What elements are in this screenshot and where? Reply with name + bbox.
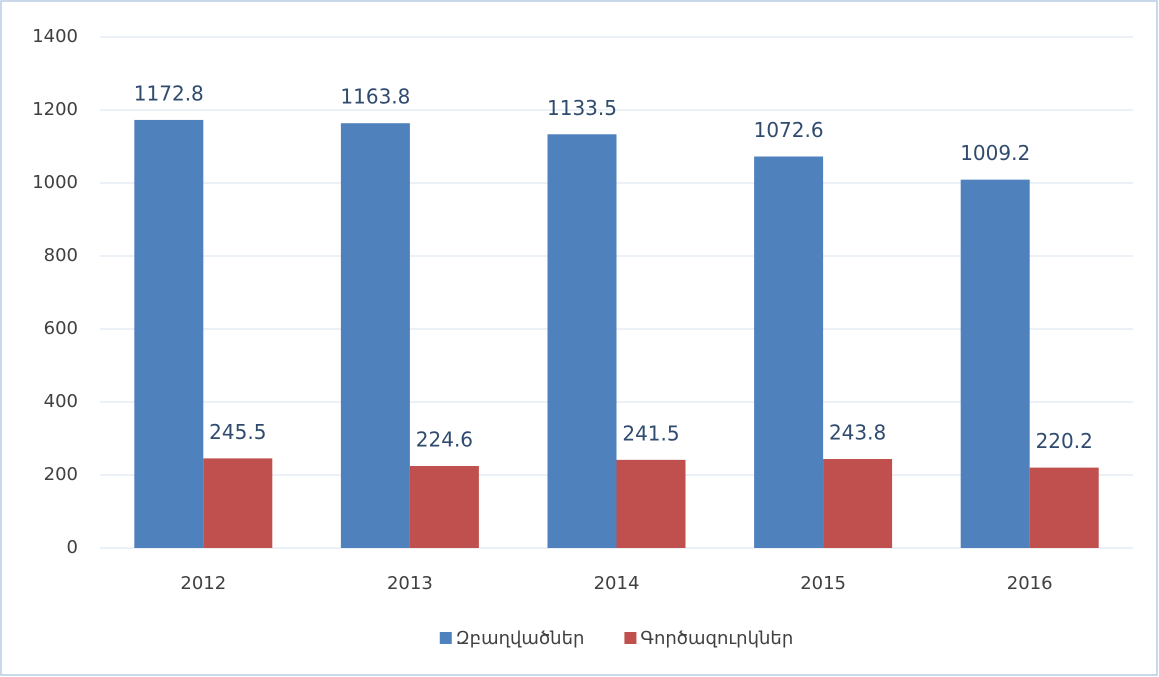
bar [547, 134, 617, 548]
data-label: 241.5 [622, 421, 679, 445]
bar [409, 466, 479, 548]
legend-label: Գործազուրկներ [640, 628, 793, 649]
bar [823, 459, 893, 548]
x-tick-label: 2013 [387, 573, 433, 594]
bar [340, 123, 410, 548]
bar [960, 179, 1030, 548]
data-label: 1072.6 [754, 118, 824, 142]
legend-label: Զբաղվածներ [456, 628, 585, 649]
data-label: 1172.8 [134, 81, 204, 105]
y-tick-label: 800 [44, 245, 78, 266]
y-tick-label: 200 [44, 464, 78, 485]
data-label: 1163.8 [340, 85, 410, 109]
bar [203, 458, 273, 548]
data-label: 1133.5 [547, 96, 617, 120]
y-tick-label: 600 [44, 318, 78, 339]
bar [134, 119, 204, 548]
legend-swatch [439, 632, 452, 644]
bar [616, 459, 686, 548]
x-tick-label: 2014 [594, 573, 640, 594]
y-tick-label: 400 [44, 391, 78, 412]
x-tick-label: 2015 [800, 573, 846, 594]
x-tick-label: 2016 [1007, 573, 1053, 594]
x-tick-label: 2012 [180, 573, 226, 594]
y-tick-label: 1000 [32, 172, 78, 193]
bar [754, 156, 824, 548]
y-tick-label: 1200 [32, 99, 78, 120]
data-label: 1009.2 [960, 141, 1030, 165]
y-tick-label: 1400 [32, 26, 78, 47]
data-label: 243.8 [829, 421, 886, 445]
data-label: 245.5 [209, 420, 266, 444]
legend-swatch [624, 632, 637, 644]
bar [1029, 467, 1099, 548]
y-tick-label: 0 [67, 537, 78, 558]
data-label: 220.2 [1036, 429, 1093, 453]
data-label: 224.6 [416, 428, 473, 452]
